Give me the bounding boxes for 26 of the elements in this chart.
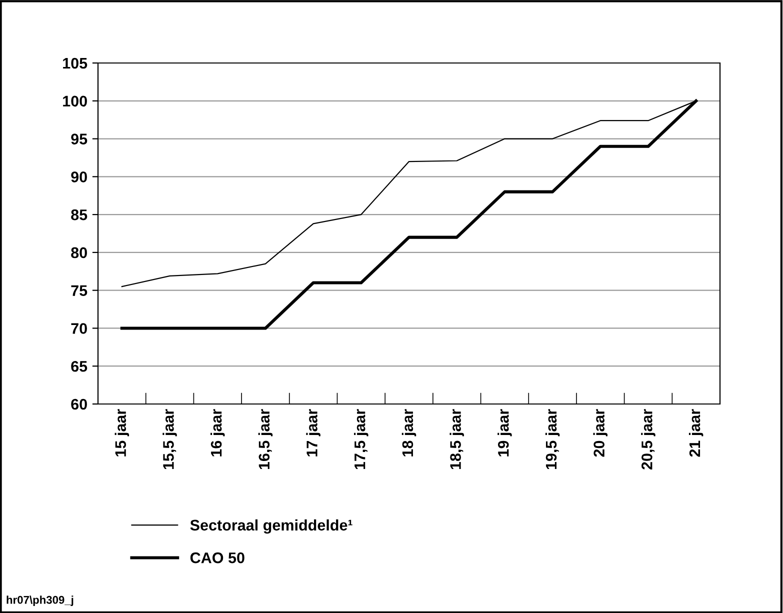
text: hr07\ph309_j: [6, 596, 74, 606]
y-tick-label: 75: [71, 285, 88, 296]
x-tick-label: 21 jaar: [688, 409, 704, 457]
legend-label: CAO 50: [190, 552, 244, 564]
x-tick-label: 19 jaar: [498, 409, 512, 456]
x-tick-label: 17 jaar: [306, 409, 320, 456]
y-tick-label: 60: [71, 398, 87, 410]
y-tick-label: 105: [63, 58, 88, 69]
x-tick-label: 19,5 jaar: [545, 409, 560, 470]
x-tick-label: 15 jaar: [114, 409, 130, 456]
y-tick-label: 100: [63, 96, 87, 107]
x-tick-label: 16,5 jaar: [258, 409, 273, 470]
y-tick-label: 90: [71, 172, 87, 182]
y-tick-label: 80: [71, 247, 87, 258]
y-tick-label: 65: [71, 360, 88, 372]
y-tick-label: 85: [71, 209, 88, 220]
x-tick-label: 20 jaar: [593, 409, 608, 457]
x-tick-label: 18,5 jaar: [450, 409, 464, 470]
x-tick-label: 18 jaar: [402, 409, 416, 456]
x-tick-label: 17,5 jaar: [354, 409, 368, 470]
y-tick-label: 70: [71, 323, 87, 334]
x-tick-label: 16 jaar: [210, 409, 225, 456]
legend-label: Sectoraal gemiddelde¹: [190, 519, 352, 534]
x-tick-label: 20,5 jaar: [641, 409, 656, 470]
y-tick-label: 95: [71, 134, 88, 144]
x-tick-label: 15,5 jaar: [162, 409, 177, 470]
